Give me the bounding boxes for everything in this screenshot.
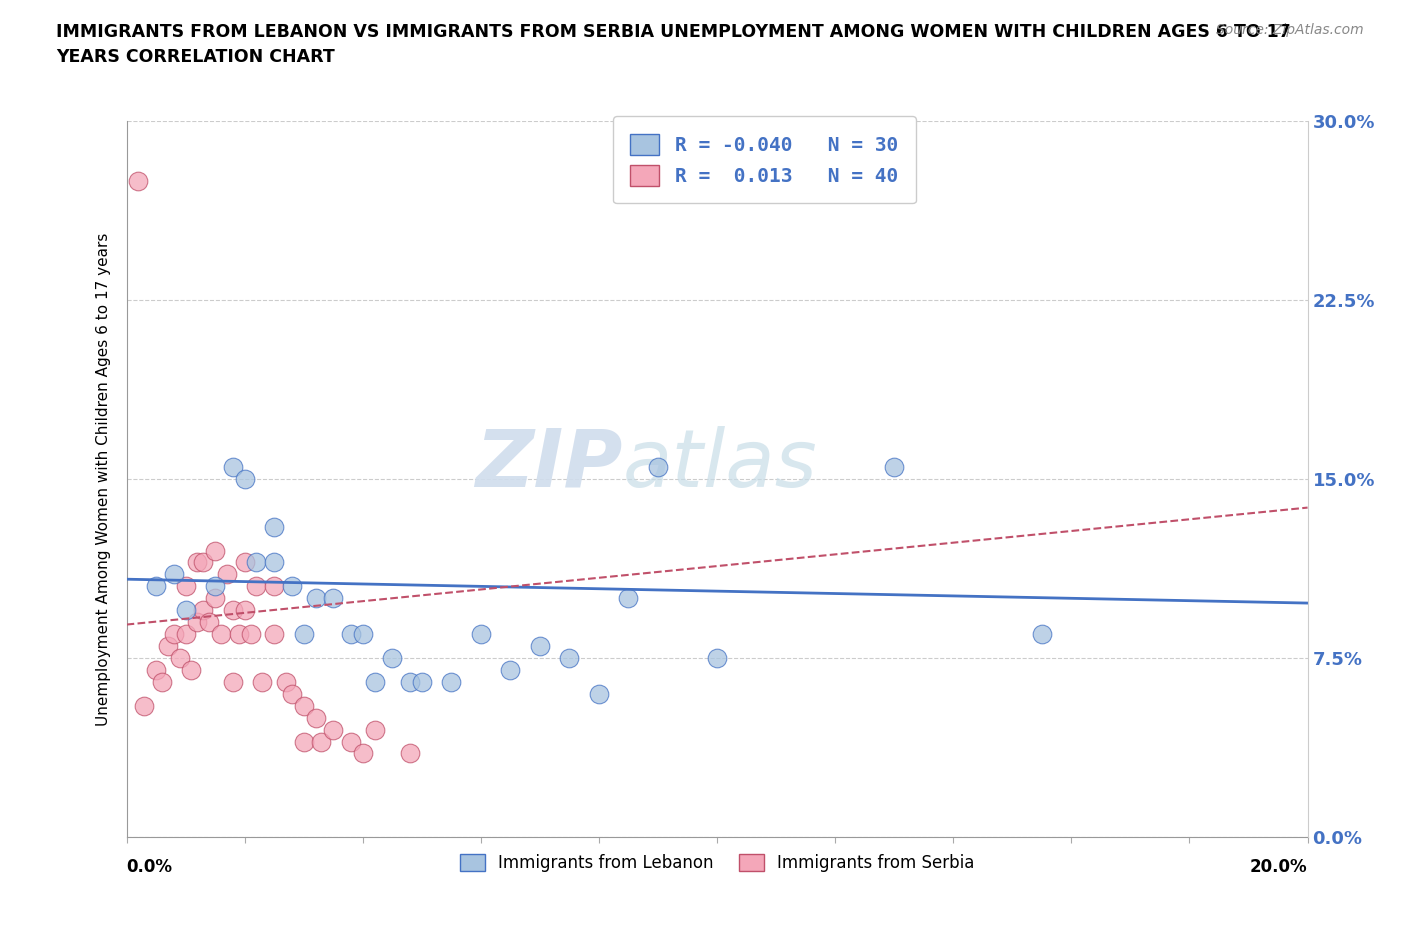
Point <box>222 459 245 474</box>
Point <box>304 711 326 725</box>
Point <box>198 615 221 630</box>
Point <box>186 555 208 570</box>
Point <box>186 615 208 630</box>
Point <box>588 686 610 701</box>
Point <box>145 662 167 677</box>
Point <box>163 567 186 582</box>
Point <box>558 651 581 666</box>
Point <box>193 555 215 570</box>
Point <box>281 578 304 594</box>
Point <box>145 578 167 594</box>
Point <box>174 627 197 642</box>
Point <box>647 459 669 474</box>
Point <box>174 603 197 618</box>
Point <box>381 651 404 666</box>
Point <box>399 746 422 761</box>
Point <box>440 674 463 689</box>
Text: 0.0%: 0.0% <box>127 858 173 876</box>
Point <box>150 674 173 689</box>
Point <box>292 698 315 713</box>
Point <box>304 591 326 605</box>
Point <box>127 173 149 188</box>
Point <box>411 674 433 689</box>
Point <box>399 674 422 689</box>
Point <box>363 674 385 689</box>
Point <box>499 662 522 677</box>
Point <box>292 734 315 749</box>
Point <box>252 674 274 689</box>
Point <box>529 639 551 654</box>
Point <box>352 627 374 642</box>
Point <box>340 734 363 749</box>
Point <box>363 722 385 737</box>
Point <box>215 567 238 582</box>
Point <box>322 722 344 737</box>
Point <box>204 543 226 558</box>
Legend: Immigrants from Lebanon, Immigrants from Serbia: Immigrants from Lebanon, Immigrants from… <box>453 847 981 879</box>
Text: Source: ZipAtlas.com: Source: ZipAtlas.com <box>1216 23 1364 37</box>
Point <box>204 591 226 605</box>
Point <box>180 662 202 677</box>
Point <box>239 627 262 642</box>
Point <box>228 627 250 642</box>
Point <box>352 746 374 761</box>
Point <box>617 591 640 605</box>
Point <box>263 578 285 594</box>
Point <box>222 603 245 618</box>
Point <box>233 472 256 486</box>
Point <box>263 519 285 534</box>
Point <box>883 459 905 474</box>
Point <box>322 591 344 605</box>
Point <box>156 639 179 654</box>
Point <box>340 627 363 642</box>
Point <box>193 603 215 618</box>
Point <box>263 555 285 570</box>
Point <box>706 651 728 666</box>
Text: atlas: atlas <box>623 426 817 504</box>
Point <box>204 578 226 594</box>
Point <box>163 627 186 642</box>
Point <box>222 674 245 689</box>
Point <box>174 578 197 594</box>
Text: 20.0%: 20.0% <box>1250 858 1308 876</box>
Point <box>245 555 267 570</box>
Text: IMMIGRANTS FROM LEBANON VS IMMIGRANTS FROM SERBIA UNEMPLOYMENT AMONG WOMEN WITH : IMMIGRANTS FROM LEBANON VS IMMIGRANTS FR… <box>56 23 1291 66</box>
Point <box>470 627 492 642</box>
Point <box>233 603 256 618</box>
Point <box>281 686 304 701</box>
Point <box>209 627 232 642</box>
Point <box>311 734 333 749</box>
Text: ZIP: ZIP <box>475 426 623 504</box>
Point <box>292 627 315 642</box>
Y-axis label: Unemployment Among Women with Children Ages 6 to 17 years: Unemployment Among Women with Children A… <box>96 232 111 725</box>
Point <box>274 674 297 689</box>
Point <box>245 578 267 594</box>
Point <box>134 698 156 713</box>
Point <box>169 651 191 666</box>
Point <box>233 555 256 570</box>
Point <box>263 627 285 642</box>
Point <box>1031 627 1053 642</box>
